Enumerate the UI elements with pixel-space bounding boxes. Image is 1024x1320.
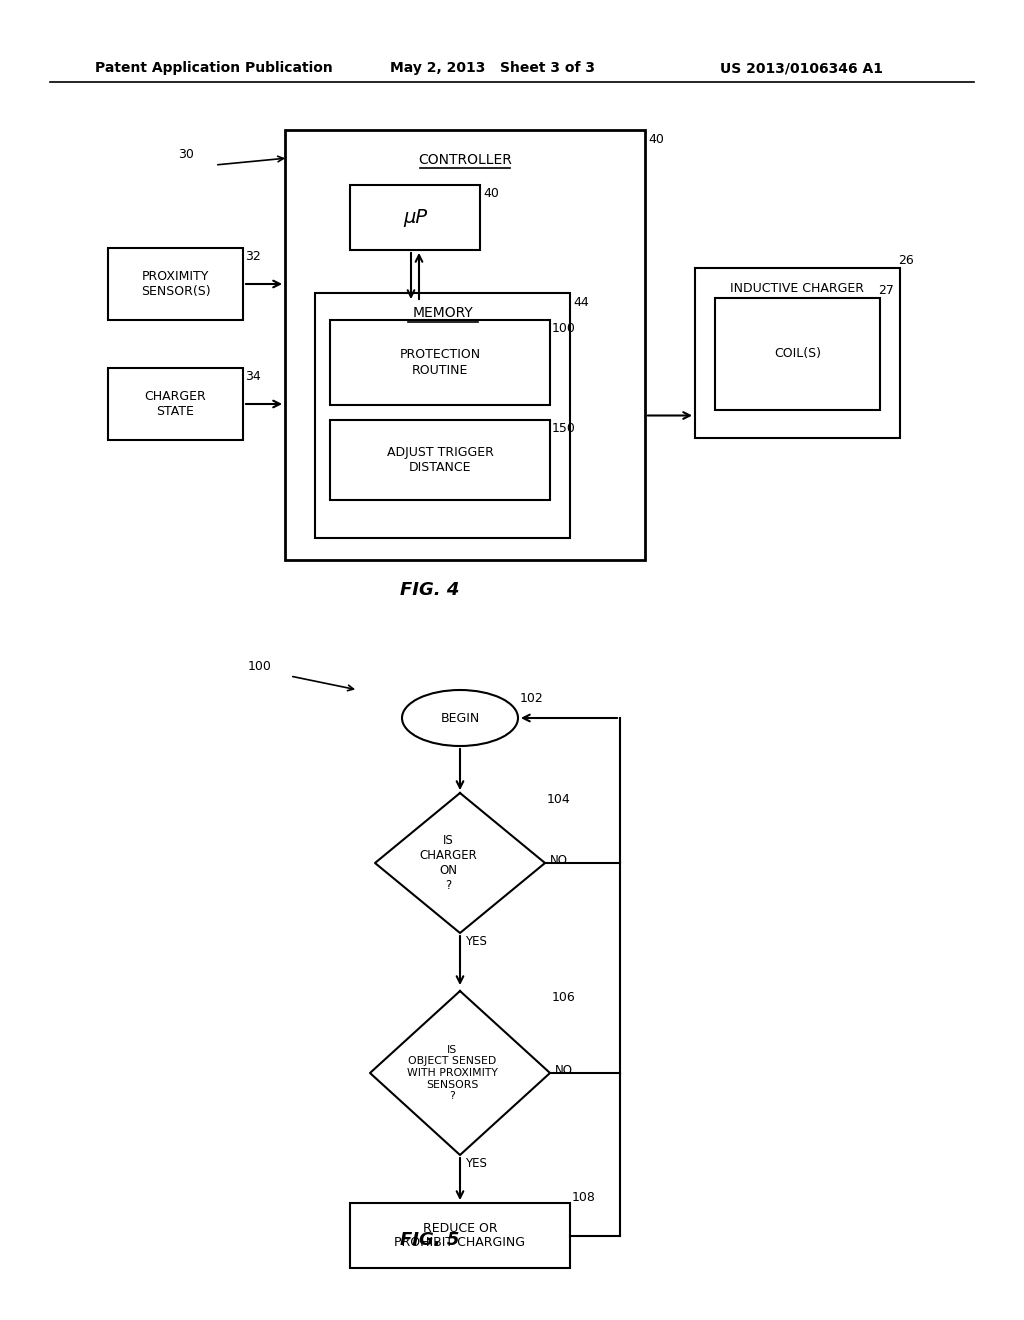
Polygon shape [370,991,550,1155]
Text: NO: NO [555,1064,573,1077]
Text: 44: 44 [573,296,589,309]
Text: 40: 40 [483,187,499,201]
Bar [315,293,570,539]
Text: Patent Application Publication: Patent Application Publication [95,61,333,75]
Text: 150: 150 [552,422,575,436]
Text: 100: 100 [552,322,575,335]
Text: INDUCTIVE CHARGER: INDUCTIVE CHARGER [730,281,864,294]
Bar [285,129,645,560]
Text: 102: 102 [520,692,544,705]
Text: CHARGER
STATE: CHARGER STATE [144,389,207,418]
Bar [330,319,550,405]
Text: 32: 32 [245,249,261,263]
Bar [350,185,480,249]
Text: IS
CHARGER
ON
?: IS CHARGER ON ? [419,834,477,892]
Text: FIG. 5: FIG. 5 [400,1232,460,1249]
Text: BEGIN: BEGIN [440,711,479,725]
Bar [330,420,550,500]
Text: PROXIMITY
SENSOR(S): PROXIMITY SENSOR(S) [140,271,210,298]
Text: MEMORY: MEMORY [412,306,473,319]
Text: 104: 104 [547,793,570,807]
Text: 40: 40 [648,133,664,147]
Text: 27: 27 [878,284,894,297]
Text: PROTECTION
ROUTINE: PROTECTION ROUTINE [399,348,480,376]
Bar [108,368,243,440]
Text: 26: 26 [898,253,913,267]
Text: IS
OBJECT SENSED
WITH PROXIMITY
SENSORS
?: IS OBJECT SENSED WITH PROXIMITY SENSORS … [407,1045,498,1101]
Text: YES: YES [465,1158,486,1170]
Polygon shape [375,793,545,933]
Text: 106: 106 [552,991,575,1005]
Bar [350,1203,570,1269]
Text: 30: 30 [178,148,194,161]
Text: YES: YES [465,935,486,948]
Text: μP: μP [402,209,427,227]
Text: REDUCE OR
PROHIBIT CHARGING: REDUCE OR PROHIBIT CHARGING [394,1221,525,1250]
Text: 108: 108 [572,1191,596,1204]
Bar [108,248,243,319]
Text: COIL(S): COIL(S) [774,347,821,360]
Text: CONTROLLER: CONTROLLER [418,153,512,168]
Text: FIG. 4: FIG. 4 [400,581,460,599]
Ellipse shape [402,690,518,746]
Text: ADJUST TRIGGER
DISTANCE: ADJUST TRIGGER DISTANCE [387,446,494,474]
Bar [695,268,900,438]
Text: May 2, 2013   Sheet 3 of 3: May 2, 2013 Sheet 3 of 3 [390,61,595,75]
Text: 34: 34 [245,370,261,383]
Bar [715,298,880,411]
Text: NO: NO [550,854,568,866]
Text: US 2013/0106346 A1: US 2013/0106346 A1 [720,61,883,75]
Text: 100: 100 [248,660,272,673]
